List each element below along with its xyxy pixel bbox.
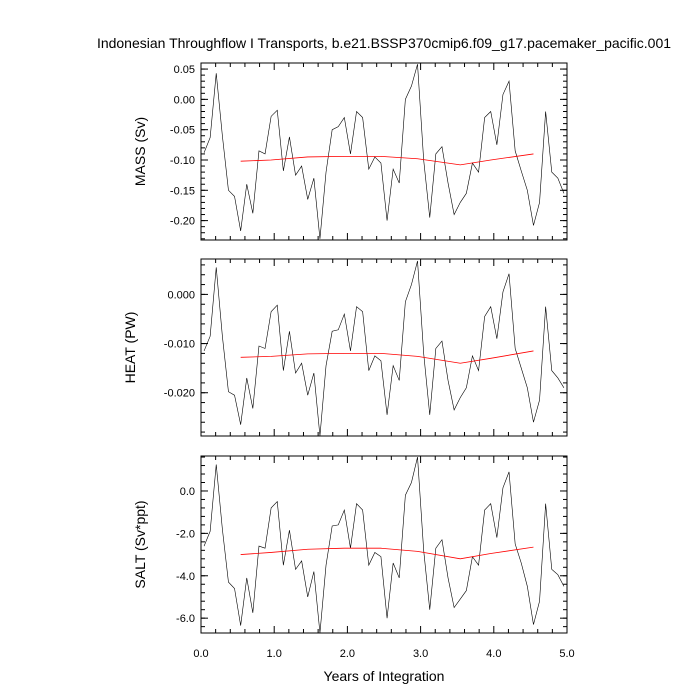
chart-title: Indonesian Throughflow I Transports, b.e… (97, 35, 671, 51)
salt-y-tick-label: -6.0 (176, 613, 195, 625)
salt-trend-line (240, 546, 534, 560)
heat-trend-line (240, 350, 534, 364)
mass-y-tick-label: 0.00 (174, 94, 195, 106)
salt-y-tick-label: -2.0 (176, 528, 195, 540)
x-tick-label: 2.0 (340, 648, 355, 660)
salt-series-line (203, 456, 565, 634)
panel-heat: 0.000 -0.010 -0.020 HEAT (PW) (122, 258, 568, 437)
heat-y-tick-label: -0.020 (164, 388, 195, 400)
mass-y-axis-title: MASS (Sv) (132, 117, 148, 186)
mass-series-line (203, 64, 565, 239)
salt-y-tick-label: -4.0 (176, 571, 195, 583)
mass-y-tick-label: 0.05 (174, 64, 195, 76)
x-tick-label: 5.0 (559, 648, 574, 660)
heat-y-axis-title: HEAT (PW) (122, 312, 138, 384)
mass-y-tick-label: -0.05 (170, 125, 195, 137)
x-tick-label: 1.0 (267, 648, 282, 660)
salt-y-tick-label: 0.0 (180, 486, 195, 498)
panel-heat-frame (200, 258, 568, 437)
panel-mass: 0.05 0.00 -0.05 -0.10 -0.15 -0.20 MASS (Sv) (132, 62, 568, 241)
mass-trend-line (240, 153, 534, 166)
x-tick-label: 0.0 (193, 648, 208, 660)
mass-y-tick-label: -0.10 (170, 155, 195, 167)
panel-salt: 0.0 -2.0 -4.0 -6.0 SALT (Sv*ppt) (132, 455, 568, 634)
salt-y-axis-title: SALT (Sv*ppt) (132, 500, 148, 588)
mass-y-tick-label: -0.15 (170, 185, 195, 197)
panel-salt-frame (200, 455, 568, 634)
mass-y-tick-label: -0.20 (170, 216, 195, 228)
heat-series-line (203, 260, 565, 437)
panel-mass-frame (200, 62, 568, 241)
x-tick-label: 4.0 (486, 648, 501, 660)
x-tick-labels: 0.0 1.0 2.0 3.0 4.0 5.0 (193, 648, 574, 660)
x-tick-label: 3.0 (413, 648, 428, 660)
heat-y-tick-label: 0.000 (167, 289, 195, 301)
heat-y-tick-label: -0.010 (164, 339, 195, 351)
x-axis-title: Years of Integration (324, 668, 445, 684)
